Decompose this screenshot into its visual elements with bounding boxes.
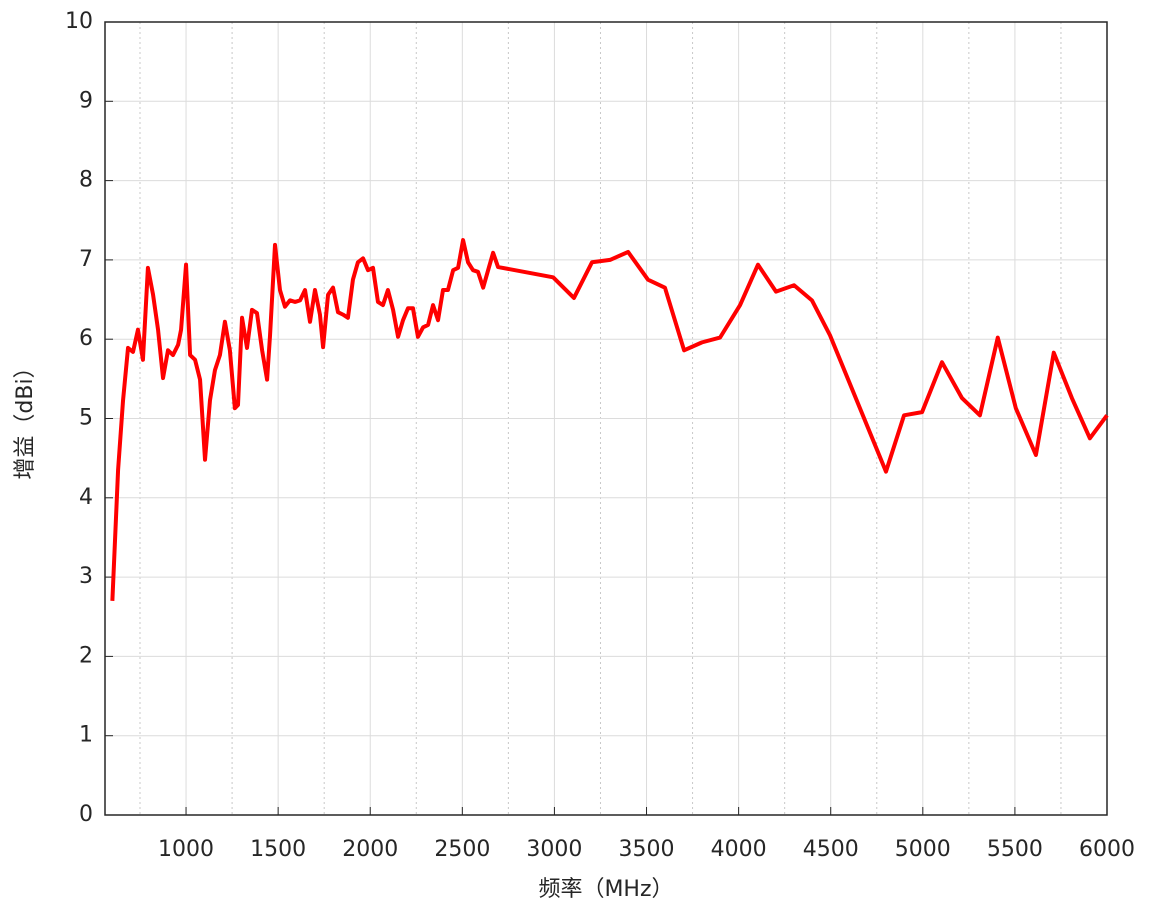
x-axis-label: 频率（MHz） xyxy=(538,877,673,902)
x-tick-label: 3000 xyxy=(526,837,582,862)
x-tick-label: 2500 xyxy=(434,837,490,862)
x-tick-label: 2000 xyxy=(342,837,398,862)
y-tick-label: 10 xyxy=(65,9,93,34)
y-tick-label: 4 xyxy=(79,485,93,510)
x-tick-label: 1500 xyxy=(250,837,306,862)
x-tick-label: 3500 xyxy=(619,837,675,862)
y-tick-label: 0 xyxy=(79,802,93,827)
y-tick-label: 1 xyxy=(79,723,93,748)
x-tick-label: 4500 xyxy=(803,837,859,862)
y-tick-label: 9 xyxy=(79,88,93,113)
y-tick-label: 2 xyxy=(79,643,93,668)
x-tick-label: 6000 xyxy=(1079,837,1135,862)
y-tick-label: 8 xyxy=(79,168,93,193)
y-tick-label: 7 xyxy=(79,247,93,272)
x-tick-label: 5000 xyxy=(895,837,951,862)
x-tick-label: 1000 xyxy=(158,837,214,862)
x-tick-label: 4000 xyxy=(711,837,767,862)
x-tick-label: 5500 xyxy=(987,837,1043,862)
data-line xyxy=(110,238,1109,601)
y-axis-label: 增益（dBi） xyxy=(13,356,38,479)
y-tick-label: 3 xyxy=(79,564,93,589)
y-tick-label: 6 xyxy=(79,326,93,351)
y-tick-label: 5 xyxy=(79,406,93,431)
